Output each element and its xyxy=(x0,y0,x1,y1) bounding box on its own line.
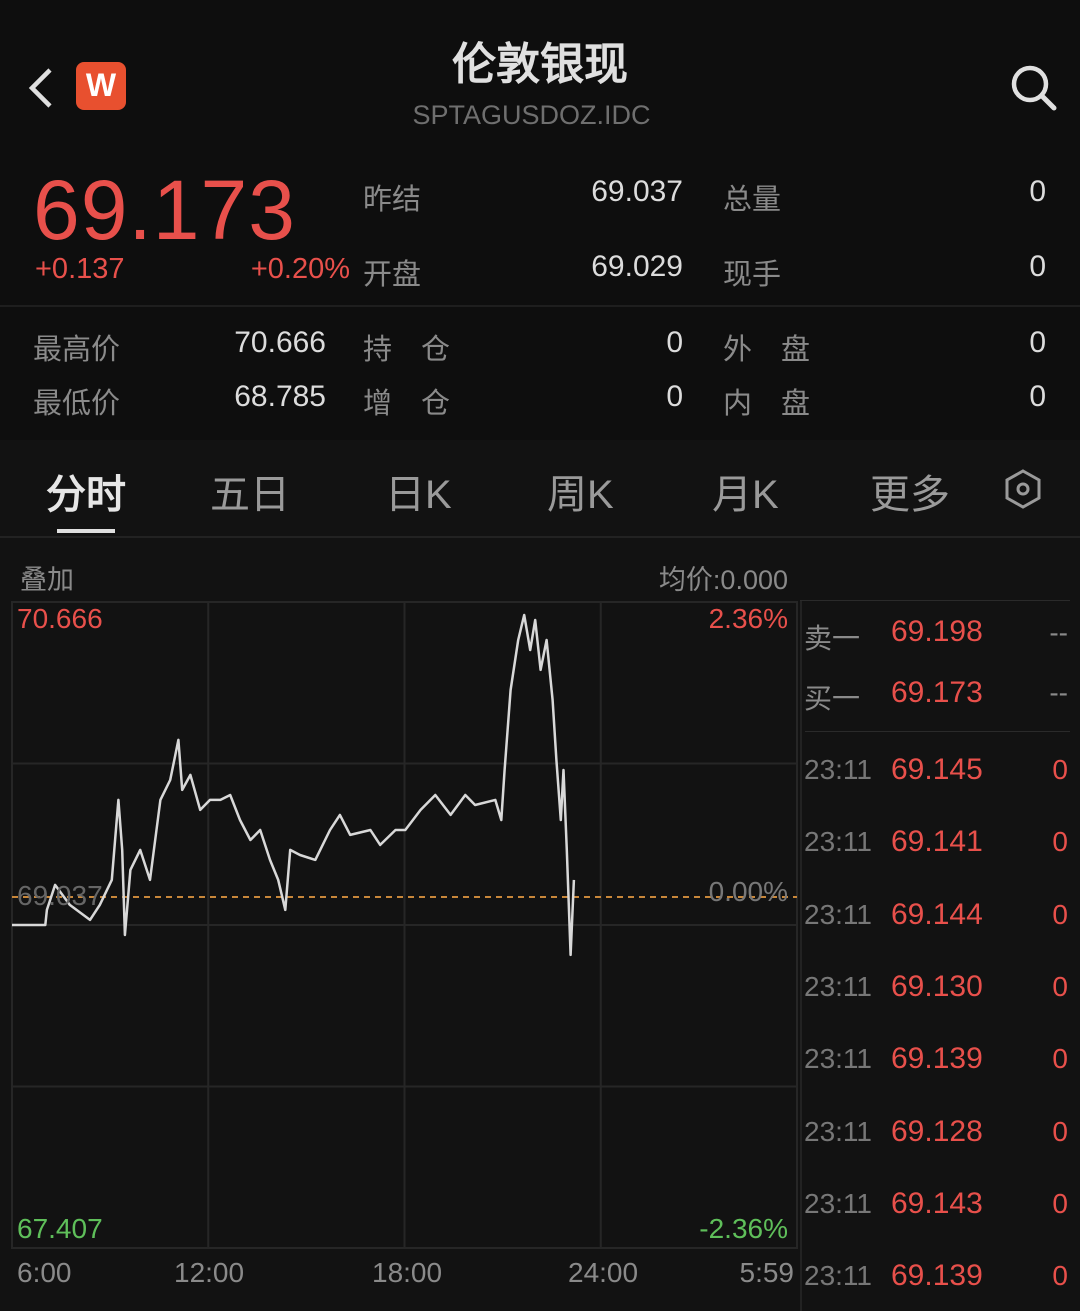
stat-value: 0 xyxy=(1029,326,1046,359)
stat-value: 70.666 xyxy=(234,326,326,359)
x-tick-label: 6:00 xyxy=(17,1257,72,1288)
divider xyxy=(0,305,1080,307)
brand-logo: W xyxy=(76,62,126,110)
active-tab-indicator xyxy=(57,529,115,533)
stat-label: 开盘 xyxy=(363,259,422,291)
price-line xyxy=(12,613,576,957)
y-label-high-pct: 2.36% xyxy=(708,603,788,634)
trade-price: 69.145 xyxy=(891,753,983,786)
trade-volume: 0 xyxy=(1052,898,1068,930)
stat-label: 持 仓 xyxy=(363,334,451,366)
trade-price: 69.143 xyxy=(891,1186,983,1220)
price-change: +0.137 xyxy=(35,253,125,285)
page-title: 伦敦银现 xyxy=(452,40,628,89)
tab-more[interactable]: 更多 xyxy=(870,473,950,517)
trade-price: 69.144 xyxy=(891,897,983,931)
stat-value: 68.785 xyxy=(234,380,326,413)
y-label-ref: 69.037 xyxy=(17,880,103,911)
stat-label: 增 仓 xyxy=(363,388,451,420)
stat-label: 总量 xyxy=(723,184,782,216)
order-book-divider xyxy=(800,600,802,1311)
stat-value: 0 xyxy=(1029,250,1046,283)
y-label-high: 70.666 xyxy=(17,603,103,634)
stat-value: 0 xyxy=(666,380,683,413)
trade-price: 69.130 xyxy=(891,969,983,1003)
stat-label: 内 盘 xyxy=(723,388,811,420)
x-tick-label: 18:00 xyxy=(372,1257,443,1288)
ask-label: 卖一 xyxy=(804,623,861,654)
trade-time: 23:11 xyxy=(804,1043,872,1075)
stat-value: 0 xyxy=(1029,380,1046,413)
trade-volume: 0 xyxy=(1052,1115,1068,1147)
average-price: 均价:0.000 xyxy=(658,565,788,595)
divider xyxy=(805,731,1070,732)
tab-five-day[interactable]: 五日 xyxy=(210,473,290,517)
overlay-button[interactable]: 叠加 xyxy=(20,565,74,595)
intraday-chart[interactable] xyxy=(0,595,800,1295)
last-price: 69.173 xyxy=(33,163,296,257)
stat-label: 最低价 xyxy=(33,388,121,420)
trade-price: 69.128 xyxy=(891,1114,983,1148)
tab-weekly-k[interactable]: 周K xyxy=(547,473,614,517)
trade-volume: 0 xyxy=(1052,1043,1068,1075)
trade-volume: 0 xyxy=(1052,754,1068,785)
trade-time: 23:11 xyxy=(804,970,872,1002)
trade-time: 23:11 xyxy=(804,1115,872,1147)
bid-price: 69.173 xyxy=(891,676,983,709)
search-icon[interactable] xyxy=(1008,62,1060,112)
divider xyxy=(800,600,1070,601)
trade-volume: 0 xyxy=(1052,826,1068,858)
bid-label: 买一 xyxy=(804,683,861,714)
ask-price: 69.198 xyxy=(891,615,983,648)
trade-time: 23:11 xyxy=(804,898,872,930)
trade-time: 23:11 xyxy=(804,826,872,858)
trade-volume: 0 xyxy=(1052,1187,1068,1219)
trade-time: 23:11 xyxy=(804,754,872,785)
tab-monthly-k[interactable]: 月K xyxy=(712,473,779,517)
bid-volume: -- xyxy=(1049,677,1068,708)
tab-intraday[interactable]: 分时 xyxy=(46,473,126,517)
x-tick-label: 24:00 xyxy=(568,1257,639,1288)
tab-daily-k[interactable]: 日K xyxy=(385,473,452,517)
stat-value: 0 xyxy=(666,326,683,359)
stat-value: 0 xyxy=(1029,175,1046,208)
trade-time: 23:11 xyxy=(804,1187,872,1219)
quote-header-area xyxy=(0,0,1080,440)
instrument-code: SPTAGUSDOZ.IDC xyxy=(412,100,651,130)
stat-label: 昨结 xyxy=(363,184,422,216)
ask-volume: -- xyxy=(1049,617,1068,648)
stat-label: 现手 xyxy=(723,259,782,291)
y-label-ref-pct: 0.00% xyxy=(708,876,788,907)
trade-price: 69.139 xyxy=(891,1042,983,1076)
settings-hexagon-icon[interactable] xyxy=(1003,468,1043,510)
x-tick-label: 12:00 xyxy=(174,1257,245,1288)
trade-price: 69.139 xyxy=(891,1259,983,1293)
stat-value: 69.029 xyxy=(591,250,683,283)
x-tick-label: 5:59 xyxy=(739,1257,795,1288)
divider xyxy=(0,536,1080,538)
trade-price: 69.141 xyxy=(891,825,983,859)
price-change-pct: +0.20% xyxy=(250,253,350,285)
back-chevron-icon[interactable] xyxy=(26,66,56,110)
y-label-low: 67.407 xyxy=(17,1213,103,1244)
trade-volume: 0 xyxy=(1052,1260,1068,1292)
stat-label: 外 盘 xyxy=(723,334,811,366)
trade-volume: 0 xyxy=(1052,970,1068,1002)
stat-label: 最高价 xyxy=(33,334,121,366)
trade-time: 23:11 xyxy=(804,1260,872,1292)
y-label-low-pct: -2.36% xyxy=(699,1213,788,1244)
stat-value: 69.037 xyxy=(591,175,683,208)
